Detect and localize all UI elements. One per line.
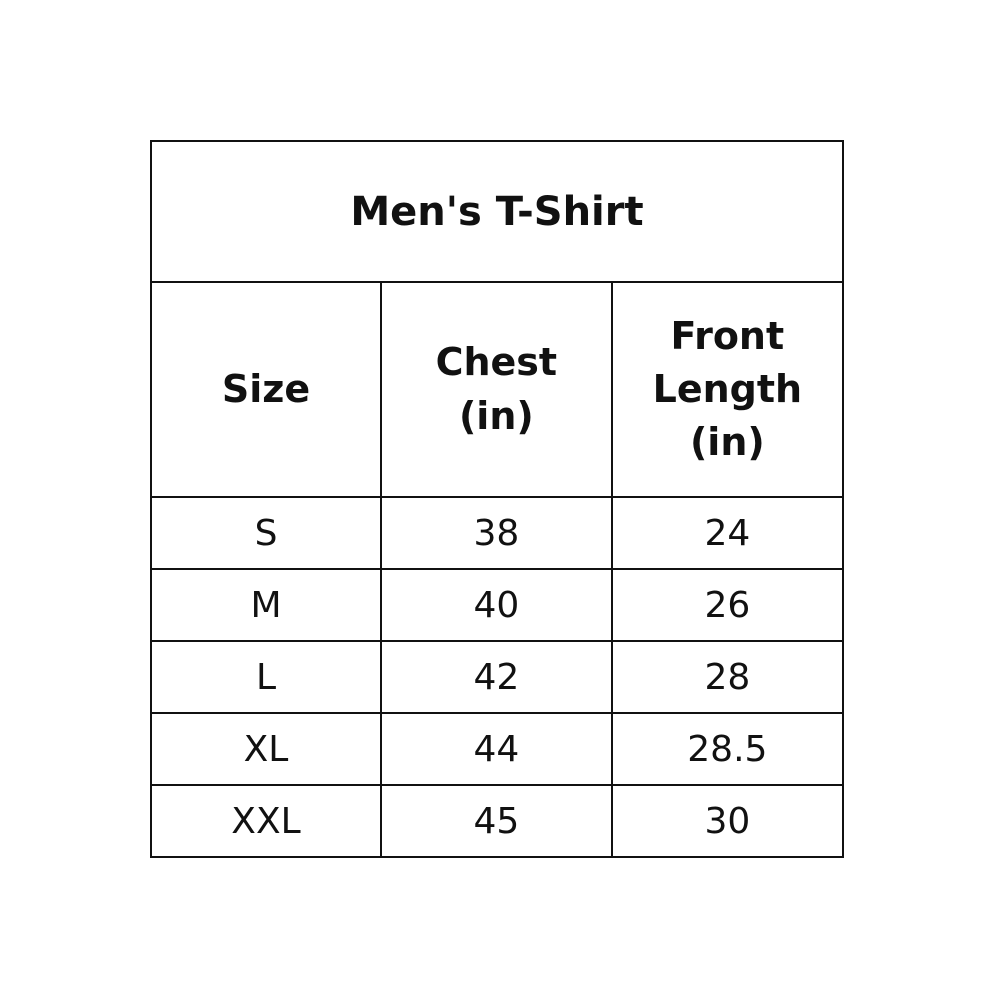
header-chest: Chest (in): [380, 281, 613, 498]
table-row: S 38 24: [150, 496, 845, 570]
header-chest-line1: Chest: [435, 340, 558, 385]
header-size-text: Size: [221, 366, 311, 411]
table-row: L 42 28: [150, 640, 845, 714]
size-cell: XL: [150, 712, 382, 786]
chest-cell: 42: [380, 640, 613, 714]
front-length-cell: 30: [610, 784, 845, 858]
header-front-length: Front Length (in): [610, 281, 845, 498]
header-front-line3: (in): [689, 420, 765, 465]
chest-cell: 44: [380, 712, 613, 786]
header-row: Size Chest (in) Front Length (in): [150, 281, 845, 498]
front-length-cell: 28: [610, 640, 845, 714]
chest-cell: 40: [380, 568, 613, 642]
chest-cell: 45: [380, 784, 613, 858]
table-title: Men's T-Shirt: [150, 140, 844, 283]
title-row: Men's T-Shirt: [150, 140, 844, 283]
size-chart-table: Men's T-Shirt Size Chest (in) Front Length…: [150, 140, 845, 858]
header-chest-line2: (in): [458, 393, 534, 438]
size-cell: XXL: [150, 784, 382, 858]
table-row: XL 44 28.5: [150, 712, 845, 786]
size-cell: S: [150, 496, 382, 570]
size-cell: M: [150, 568, 382, 642]
chest-cell: 38: [380, 496, 613, 570]
front-length-cell: 24: [610, 496, 845, 570]
front-length-cell: 28.5: [610, 712, 845, 786]
table-row: XXL 45 30: [150, 784, 845, 858]
header-front-line1: Front: [670, 313, 785, 358]
size-cell: L: [150, 640, 382, 714]
header-size: Size: [150, 281, 382, 498]
front-length-cell: 26: [610, 568, 845, 642]
header-front-line2: Length: [652, 366, 803, 411]
table-row: M 40 26: [150, 568, 845, 642]
